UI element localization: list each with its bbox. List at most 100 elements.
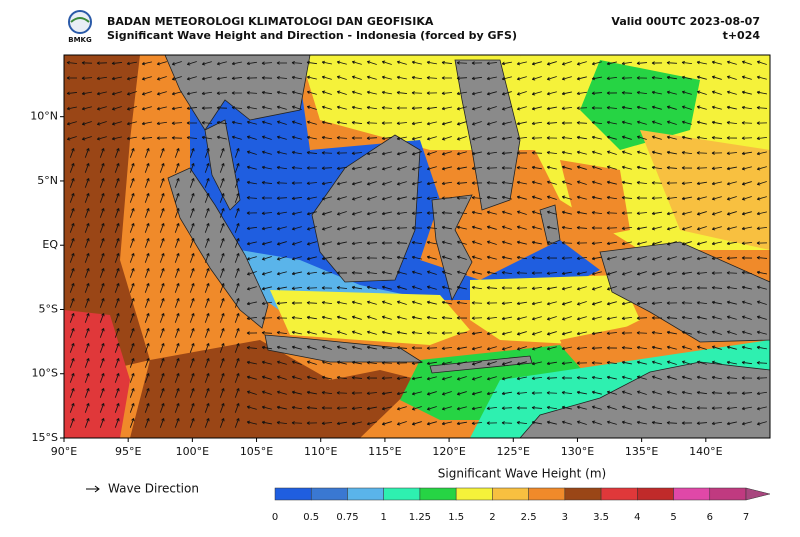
- header-title: BADAN METEOROLOGI KLIMATOLOGI DAN GEOFIS…: [107, 15, 434, 28]
- direction-arrow: [291, 330, 302, 335]
- direction-arrow: [651, 420, 663, 425]
- direction-arrow: [291, 286, 303, 291]
- direction-arrow: [711, 226, 722, 231]
- direction-arrow: [426, 211, 438, 215]
- direction-arrow: [516, 61, 527, 66]
- direction-arrow: [411, 106, 423, 110]
- colorbar-label: 0.75: [336, 512, 358, 523]
- direction-arrow: [456, 391, 467, 396]
- direction-arrow: [291, 390, 302, 395]
- direction-arrow: [576, 195, 587, 200]
- direction-arrow: [756, 406, 767, 411]
- lat-tick-label: EQ: [42, 238, 58, 251]
- direction-arrow: [486, 270, 497, 275]
- direction-arrow: [351, 406, 363, 411]
- direction-arrow: [321, 421, 333, 426]
- direction-arrow: [426, 76, 438, 80]
- direction-arrow: [501, 61, 512, 66]
- direction-arrow: [189, 403, 195, 413]
- direction-arrow: [81, 136, 92, 141]
- direction-arrow: [426, 361, 437, 366]
- direction-arrow: [456, 421, 467, 426]
- direction-arrow: [321, 151, 333, 155]
- direction-arrow: [561, 121, 573, 125]
- direction-arrow: [546, 61, 557, 66]
- direction-arrow: [129, 373, 135, 383]
- direction-arrow: [189, 418, 195, 428]
- direction-arrow: [486, 301, 498, 305]
- direction-arrow: [501, 136, 512, 141]
- direction-arrow: [396, 106, 408, 110]
- direction-arrow: [306, 315, 317, 320]
- direction-arrow: [501, 316, 512, 321]
- direction-arrow: [366, 376, 378, 380]
- direction-arrow: [306, 135, 317, 140]
- direction-arrow: [441, 211, 453, 215]
- direction-arrow: [726, 421, 737, 426]
- direction-arrow: [366, 60, 377, 65]
- direction-arrow: [246, 420, 257, 425]
- direction-arrow: [366, 166, 377, 171]
- direction-arrow: [471, 166, 483, 171]
- direction-arrow: [726, 226, 737, 231]
- direction-arrow: [741, 300, 752, 305]
- direction-arrow: [129, 403, 135, 413]
- direction-arrow: [696, 60, 707, 65]
- direction-arrow: [441, 421, 452, 426]
- direction-arrow: [201, 61, 212, 66]
- direction-arrow: [351, 391, 363, 395]
- direction-arrow: [501, 180, 513, 185]
- direction-arrow: [546, 136, 558, 140]
- direction-arrow: [411, 406, 422, 411]
- direction-arrow: [291, 226, 302, 231]
- direction-arrow: [396, 90, 408, 95]
- direction-arrow: [636, 286, 647, 291]
- direction-arrow: [129, 238, 135, 248]
- direction-arrow: [246, 390, 257, 395]
- direction-arrow: [276, 286, 287, 291]
- direction-arrow: [486, 376, 497, 381]
- direction-arrow: [381, 330, 392, 335]
- direction-arrow: [396, 391, 407, 396]
- direction-arrow: [711, 406, 723, 410]
- direction-arrow: [531, 331, 542, 336]
- direction-arrow: [516, 195, 527, 200]
- direction-arrow: [306, 105, 317, 110]
- direction-arrow: [204, 388, 210, 398]
- direction-arrow: [159, 283, 165, 293]
- direction-arrow: [621, 61, 633, 66]
- direction-arrow: [291, 150, 302, 155]
- direction-arrow: [456, 61, 468, 65]
- direction-arrow: [441, 300, 452, 305]
- direction-arrow: [381, 376, 393, 380]
- direction-arrow: [456, 300, 468, 305]
- direction-arrow: [486, 406, 498, 411]
- direction-arrow: [711, 60, 722, 65]
- direction-arrow: [204, 163, 210, 173]
- direction-arrow: [486, 106, 497, 111]
- direction-arrow: [156, 106, 167, 111]
- direction-arrow: [189, 343, 195, 353]
- direction-arrow: [711, 196, 722, 201]
- direction-arrow: [276, 75, 288, 80]
- direction-arrow: [129, 178, 135, 188]
- direction-arrow: [666, 165, 678, 170]
- direction-arrow: [291, 61, 303, 65]
- direction-arrow: [396, 406, 407, 411]
- direction-arrow: [741, 75, 752, 80]
- direction-arrow: [144, 238, 150, 248]
- direction-arrow: [441, 406, 452, 411]
- direction-arrow: [144, 193, 150, 203]
- direction-arrow: [84, 283, 90, 293]
- direction-arrow: [351, 315, 362, 320]
- direction-arrow: [426, 106, 438, 111]
- direction-arrow: [606, 286, 617, 291]
- direction-arrow: [156, 136, 168, 140]
- direction-arrow: [711, 181, 722, 186]
- direction-arrow: [66, 76, 78, 80]
- direction-arrow: [411, 330, 423, 335]
- direction-arrow: [201, 106, 213, 110]
- direction-arrow: [696, 135, 708, 140]
- direction-arrow: [81, 91, 92, 96]
- direction-arrow: [456, 121, 467, 126]
